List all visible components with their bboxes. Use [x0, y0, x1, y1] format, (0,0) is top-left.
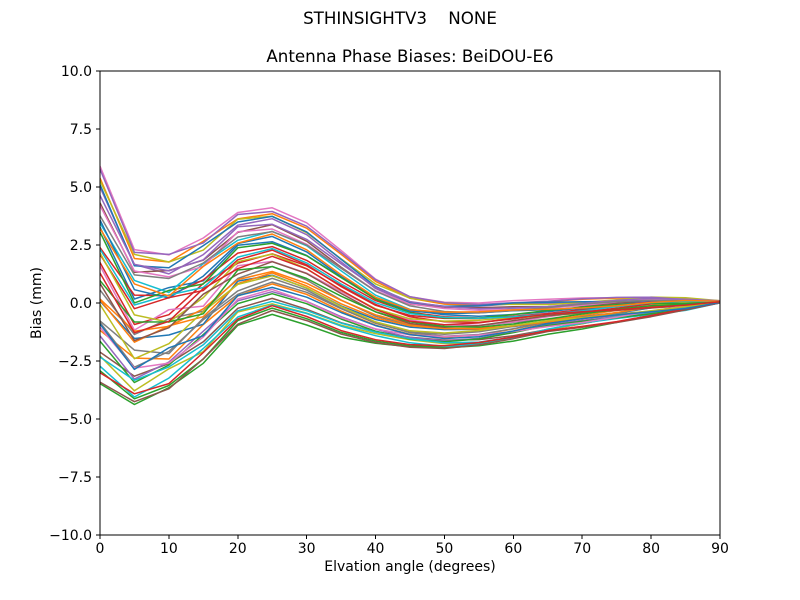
y-tick-label: −5.0	[58, 412, 92, 428]
y-axis-label: Bias (mm)	[29, 266, 45, 340]
bias-line	[100, 249, 720, 320]
bias-line	[100, 205, 720, 312]
x-tick-label: 10	[160, 541, 178, 557]
bias-line	[100, 247, 720, 320]
x-tick-label: 30	[298, 541, 316, 557]
y-tick-label: 7.5	[70, 122, 92, 138]
x-tick-label: 50	[436, 541, 454, 557]
bias-line	[100, 195, 720, 310]
y-tick-label: −10.0	[49, 528, 92, 544]
bias-line	[100, 168, 720, 306]
y-tick-label: 2.5	[70, 238, 92, 254]
bias-line	[100, 302, 720, 403]
x-tick-label: 80	[642, 541, 660, 557]
y-tick-label: −2.5	[58, 354, 92, 370]
y-tick-label: 10.0	[61, 64, 92, 80]
x-tick-label: 0	[96, 541, 105, 557]
x-tick-label: 70	[573, 541, 591, 557]
bias-line	[100, 272, 720, 343]
axes-title: Antenna Phase Biases: BeiDOU-E6	[266, 46, 554, 66]
x-tick-label: 20	[229, 541, 247, 557]
bias-line	[100, 184, 720, 308]
bias-line	[100, 215, 720, 314]
bias-line	[100, 231, 720, 319]
line-ensemble	[100, 165, 720, 406]
bias-line	[100, 302, 720, 395]
bias-line	[100, 274, 720, 340]
x-tick-label: 60	[504, 541, 522, 557]
y-tick-label: 5.0	[70, 180, 92, 196]
bias-line	[100, 302, 720, 398]
x-tick-label: 90	[711, 541, 729, 557]
x-tick-label: 40	[367, 541, 385, 557]
y-tick-label: 0.0	[70, 296, 92, 312]
bias-line	[100, 286, 720, 371]
figure-suptitle: STHINSIGHTV3 NONE	[303, 8, 497, 28]
bias-line	[100, 228, 720, 314]
x-axis-label: Elvation angle (degrees)	[324, 559, 496, 575]
y-tick-label: −7.5	[58, 470, 92, 486]
bias-line	[100, 255, 720, 334]
